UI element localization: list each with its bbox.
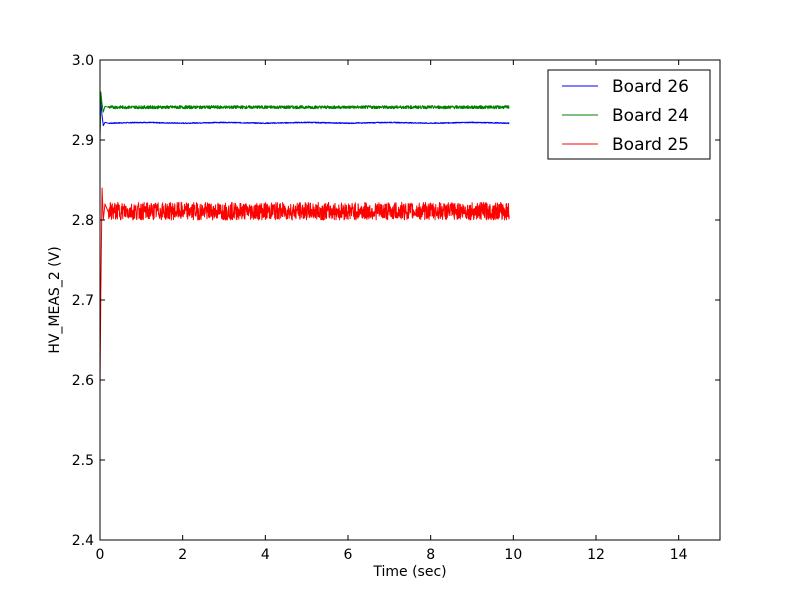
y-tick-label: 3.0: [72, 53, 94, 69]
y-tick-label: 2.4: [72, 533, 94, 549]
axis-tick-labels: 0 2 4 6 8 10 12 14 2.4 2.5 2.6 2.7 2.8 2.9 3.0: [72, 53, 688, 563]
legend: Board 26 Board 24 Board 25: [547, 69, 711, 160]
legend-label-board-26: Board 26: [612, 77, 689, 97]
y-tick-label: 2.6: [72, 373, 94, 389]
series-line-board-26: [99, 99, 510, 133]
legend-items: Board 26 Board 24 Board 25: [562, 77, 689, 155]
series-line-board-25: [99, 187, 510, 389]
axis-ticks: [99, 59, 720, 541]
x-axis-label: Time (sec): [372, 564, 446, 580]
series-lines: [99, 91, 510, 389]
legend-label-board-25: Board 25: [612, 135, 689, 155]
y-tick-label: 2.5: [72, 453, 94, 469]
x-tick-label: 6: [344, 547, 353, 563]
legend-label-board-24: Board 24: [612, 106, 689, 126]
y-axis-label: HV_MEAS_2 (V): [47, 246, 63, 353]
x-tick-label: 14: [670, 547, 688, 563]
series-line-board-24: [99, 91, 510, 141]
y-tick-label: 2.8: [72, 213, 94, 229]
x-tick-label: 2: [178, 547, 187, 563]
y-tick-label: 2.7: [72, 293, 94, 309]
x-tick-label: 10: [504, 547, 522, 563]
y-tick-label: 2.9: [72, 133, 94, 149]
x-tick-label: 4: [261, 547, 270, 563]
x-tick-label: 0: [96, 547, 105, 563]
x-tick-label: 12: [587, 547, 605, 563]
x-tick-label: 8: [426, 547, 435, 563]
